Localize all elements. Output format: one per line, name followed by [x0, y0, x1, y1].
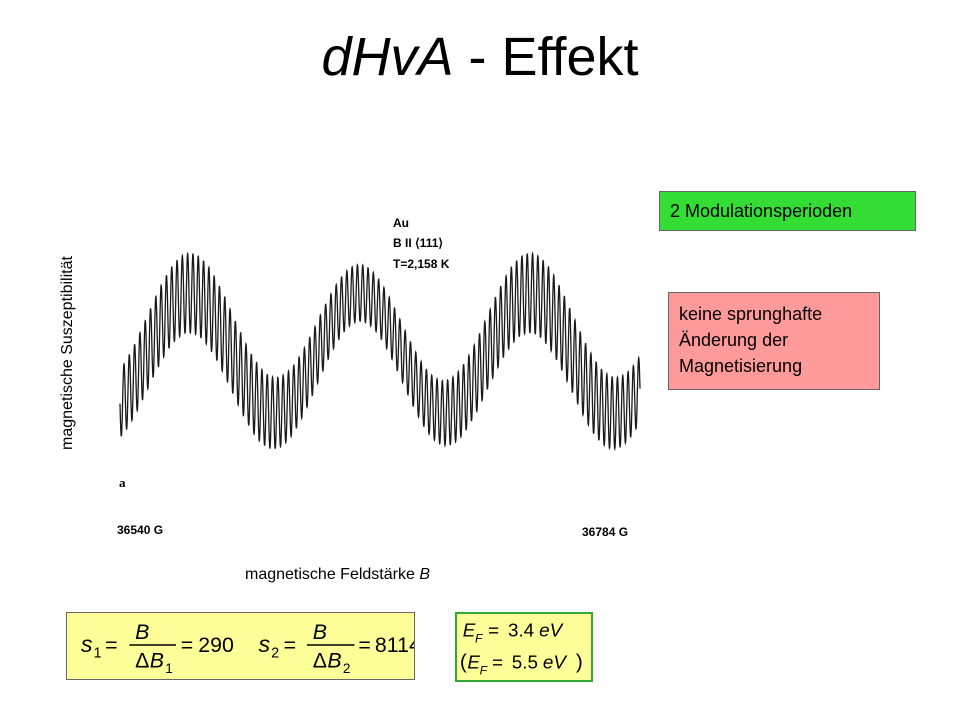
s2-den-sub: 2 [343, 661, 351, 676]
legend-direction: B II ⟨111⟩ [393, 236, 443, 250]
legend-temperature: T=2,158 K [393, 257, 450, 271]
eq-sign-4: = [358, 633, 370, 657]
ef1-var: E [463, 620, 476, 641]
x-axis-label: magnetische Feldstärke B [245, 566, 430, 584]
ef1-value: 3.4 [508, 620, 534, 641]
s1-numerator: B [135, 620, 149, 644]
eq-sign-3: = [284, 633, 296, 657]
note-line-1: keine sprunghafte [679, 304, 823, 324]
slide-title-italic: dHvA [321, 27, 454, 87]
formula-fermi-energy: E F = 3.4 eV ( E F = 5.5 eV ) [455, 612, 593, 682]
eq-sign-1: = [105, 633, 117, 657]
x-axis-label-text: magnetische Feldstärke [245, 566, 420, 583]
s2-den-var: B [327, 648, 341, 672]
ef1-unit: eV [539, 620, 564, 641]
ef2-unit: eV [543, 652, 568, 673]
ef2-close-paren: ) [576, 651, 583, 674]
note-line-2: Änderung der [679, 330, 789, 350]
ef1-sub: F [475, 631, 484, 645]
slide-title: dHvA - Effekt [0, 22, 960, 92]
ef2-value: 5.5 [512, 652, 538, 673]
ef2-var: E [467, 652, 480, 673]
s1-var: s [81, 631, 93, 657]
note-modulation-periods: 2 Modulationsperioden [659, 191, 916, 231]
panel-letter: a [119, 475, 126, 490]
dhva-oscillation-plot: a 36540 G 36784 G Au B II ⟨111⟩ T=2,158 … [117, 216, 641, 539]
formula-s-values: s 1 = B Δ B 1 = 290 s 2 = B Δ B 2 = 8114 [66, 612, 415, 680]
s2-var: s [258, 631, 270, 657]
ef2-eq: = [492, 652, 503, 673]
s2-den-delta: Δ [313, 648, 327, 672]
x-start-label: 36540 G [117, 523, 163, 537]
slide-title-rest: - Effekt [453, 27, 639, 87]
eq-sign-2: = [181, 633, 193, 657]
s2-sub: 2 [271, 646, 279, 662]
s2-value: 8114 [375, 633, 415, 657]
s1-den-var: B [150, 648, 164, 672]
s1-den-sub: 1 [165, 661, 173, 676]
legend-sample: Au [393, 216, 409, 230]
ef1-eq: = [488, 620, 499, 641]
x-axis-label-var: B [419, 566, 430, 583]
s1-sub: 1 [93, 646, 101, 662]
s1-value: 290 [198, 633, 234, 657]
s1-den-delta: Δ [135, 648, 149, 672]
ef2-open-paren: ( [460, 651, 467, 674]
note-magnetization: keine sprunghafte Änderung der Magnetisi… [668, 292, 880, 390]
note-line-3: Magnetisierung [679, 356, 803, 376]
oscillation-trace [119, 251, 641, 452]
s2-numerator: B [313, 620, 327, 644]
x-end-label: 36784 G [582, 525, 628, 539]
y-axis-label-text: magnetische Suszeptibilität [59, 256, 76, 450]
ef2-sub: F [480, 663, 489, 677]
